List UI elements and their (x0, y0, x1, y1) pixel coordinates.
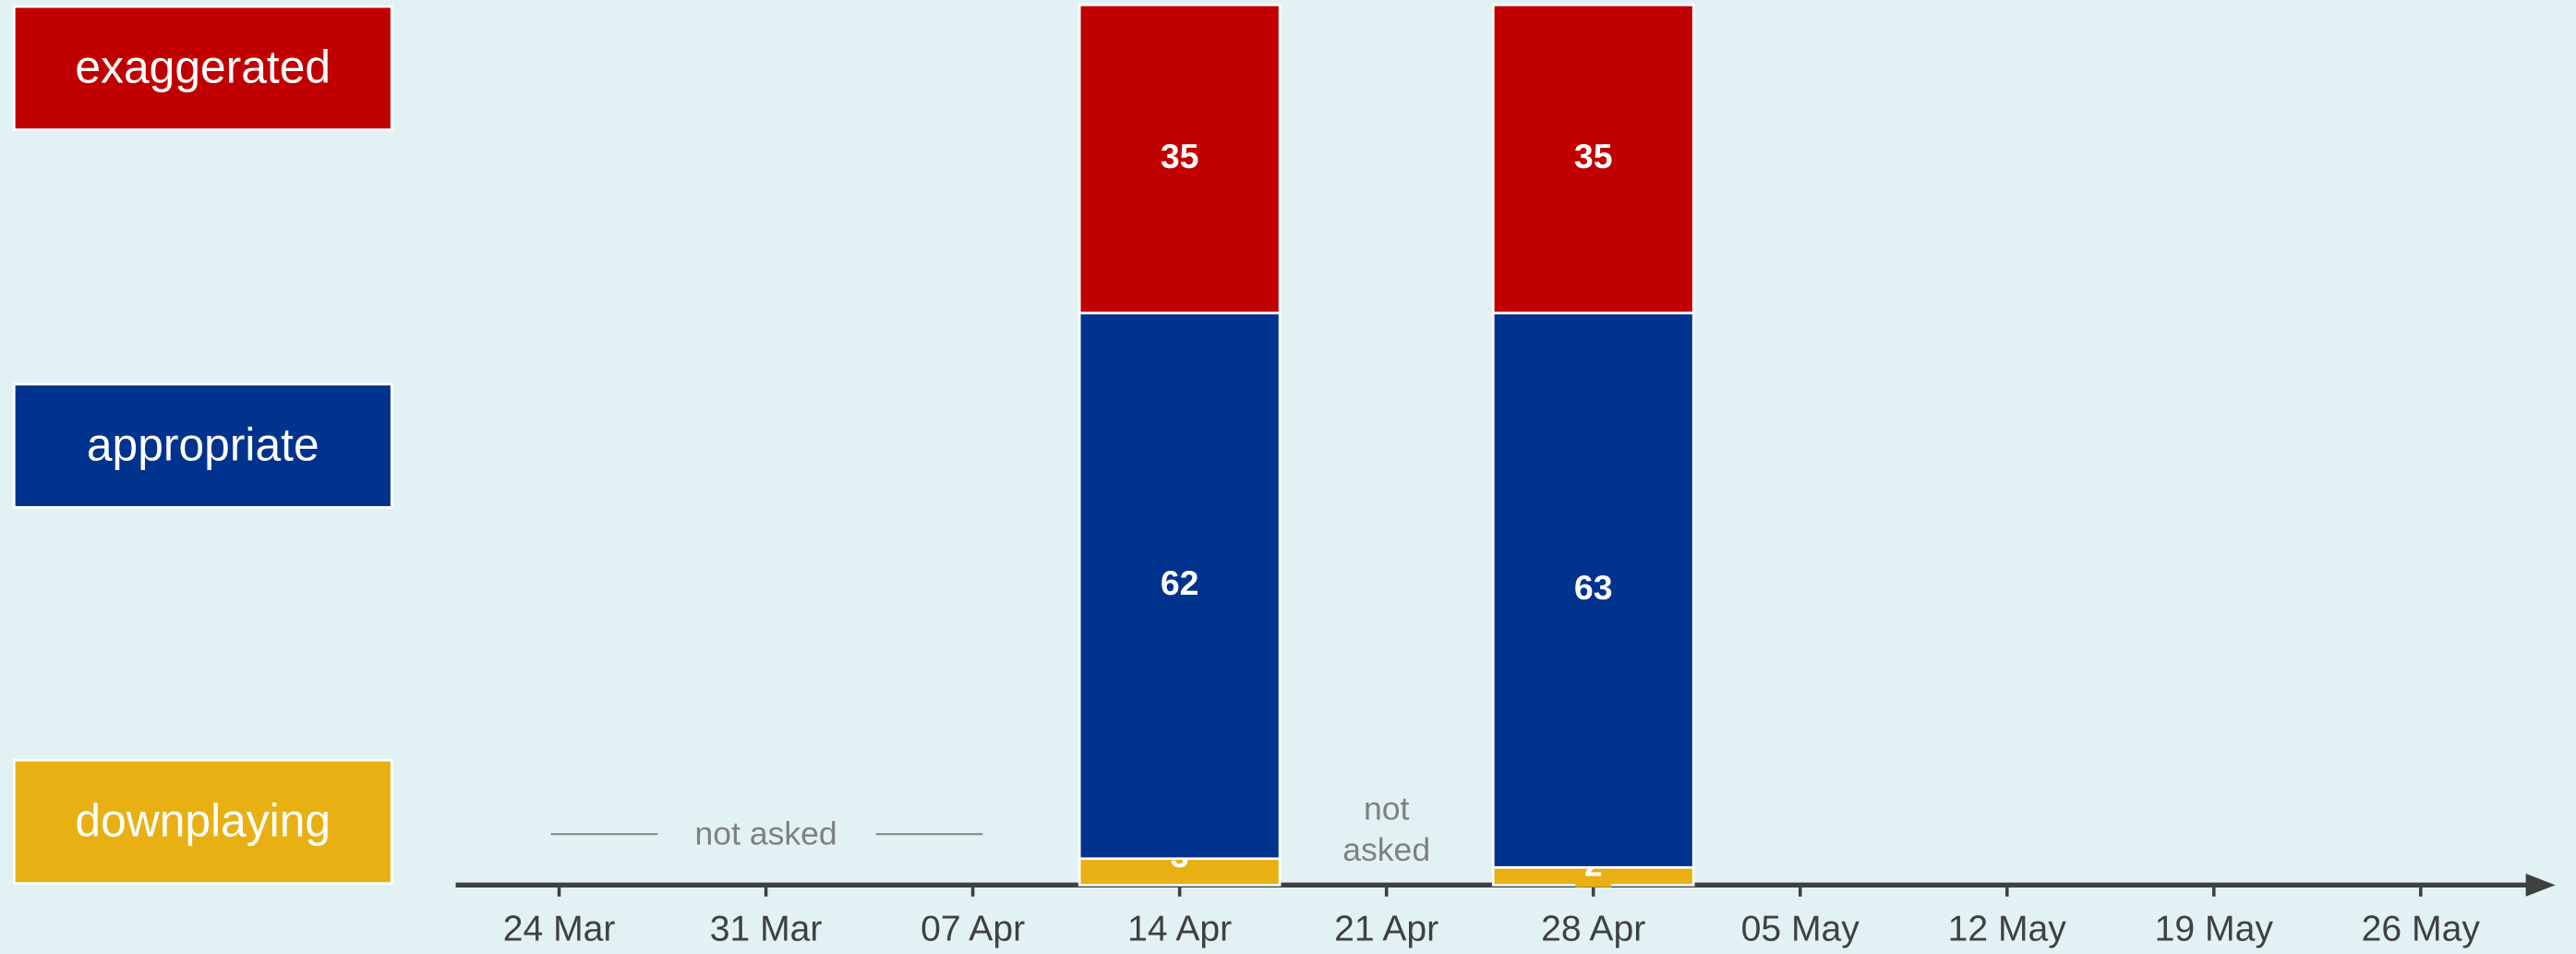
bar-segment (1077, 4, 1282, 315)
x-tick-label: 05 May (1741, 909, 1860, 948)
bar-segment (1491, 311, 1695, 869)
legend-label: downplaying (75, 795, 331, 847)
x-tick-label: 12 May (1948, 909, 2067, 948)
value-label: 62 (1161, 563, 1199, 602)
x-tick-label: 26 May (2362, 909, 2481, 948)
x-tick-label: 24 Mar (503, 909, 616, 948)
legend-box (12, 758, 393, 885)
legend-label: exaggerated (75, 42, 331, 93)
x-tick-label: 31 Mar (710, 909, 823, 948)
axis-arrow (2525, 873, 2556, 897)
x-tick-label: 28 Apr (1541, 909, 1645, 948)
annotation: asked (1342, 831, 1430, 868)
x-tick-label: 21 Apr (1334, 909, 1438, 948)
bar-segment (1077, 311, 1282, 861)
value-label: 63 (1574, 568, 1613, 607)
legend-box (12, 5, 393, 131)
bar-segment (1491, 4, 1695, 315)
legend-label: appropriate (87, 419, 319, 471)
annotation: not (1364, 791, 1410, 827)
x-tick-label: 07 Apr (921, 909, 1025, 948)
value-label: 35 (1574, 137, 1613, 175)
annotation: not asked (695, 815, 837, 851)
x-tick-label: 14 Apr (1127, 909, 1232, 948)
x-tick-label: 19 May (2155, 909, 2274, 948)
legend-box (12, 382, 393, 509)
value-label: 35 (1161, 137, 1199, 175)
